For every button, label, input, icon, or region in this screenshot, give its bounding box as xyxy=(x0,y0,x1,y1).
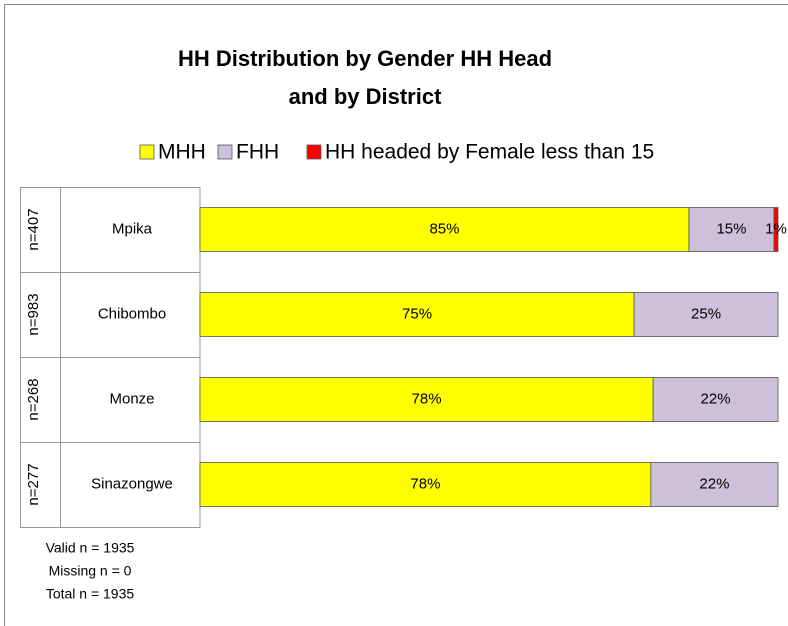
data-label: 22% xyxy=(699,475,729,492)
data-label: 85% xyxy=(429,220,459,237)
category-label: Chibombo xyxy=(98,305,166,322)
data-label: 22% xyxy=(701,390,731,407)
bar-segment xyxy=(773,207,779,252)
row-group-label: n=268 xyxy=(25,378,42,420)
legend-swatch xyxy=(217,144,233,160)
data-label: 15% xyxy=(716,220,746,237)
legend-swatch xyxy=(306,144,322,160)
legend-swatch xyxy=(139,144,155,160)
bar-segment xyxy=(199,377,654,422)
data-label: 1% xyxy=(765,220,787,237)
bar-segment xyxy=(688,207,775,252)
bar-segment xyxy=(652,377,779,422)
data-label: 75% xyxy=(402,305,432,322)
data-label: 78% xyxy=(412,390,442,407)
chart-title: HH Distribution by Gender HH Head xyxy=(178,46,552,71)
data-label: 78% xyxy=(410,475,440,492)
row-group-label: n=407 xyxy=(25,208,42,250)
category-label: Mpika xyxy=(112,220,153,237)
data-label: 25% xyxy=(691,305,721,322)
chart-title: and by District xyxy=(289,84,442,109)
row-group-label: n=277 xyxy=(25,463,42,505)
bar-segment xyxy=(633,292,779,337)
footnote: Valid n = 1935 xyxy=(46,540,135,556)
bar-segment xyxy=(199,207,690,252)
bar-segment xyxy=(650,462,779,507)
legend-label: MHH xyxy=(158,141,206,164)
footnote: Missing n = 0 xyxy=(49,563,132,579)
legend-label: FHH xyxy=(236,141,279,164)
row-group-label: n=983 xyxy=(25,293,42,335)
category-label: Monze xyxy=(109,390,154,407)
footnote: Total n = 1935 xyxy=(46,586,135,602)
bar-segment xyxy=(199,462,652,507)
category-label: Sinazongwe xyxy=(91,475,173,492)
legend-label: HH headed by Female less than 15 xyxy=(325,141,654,164)
